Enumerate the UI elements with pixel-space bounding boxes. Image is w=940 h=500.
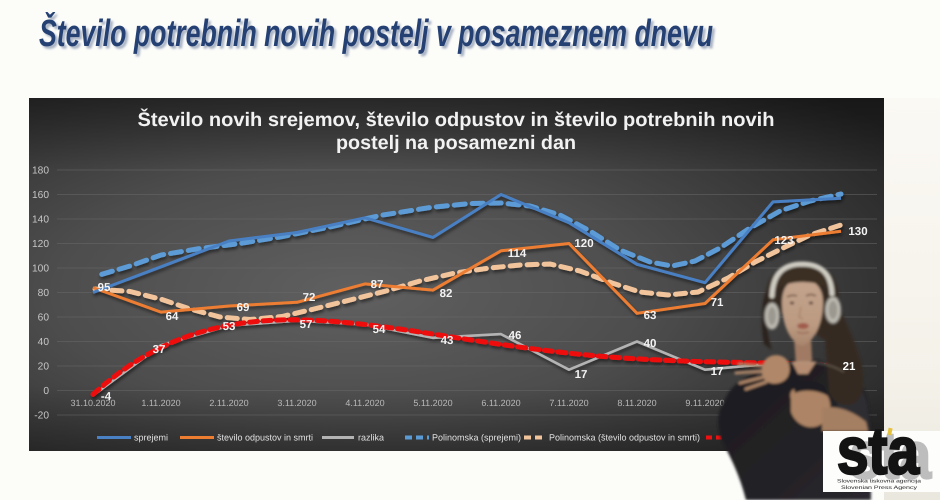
svg-text:63: 63	[644, 310, 657, 322]
svg-text:160: 160	[32, 190, 49, 201]
svg-text:64: 64	[166, 311, 179, 323]
svg-text:število odpustov in smrti: število odpustov in smrti	[217, 433, 313, 443]
svg-text:razlika: razlika	[358, 433, 384, 443]
svg-text:114: 114	[508, 248, 527, 260]
svg-text:1.11.2020: 1.11.2020	[141, 398, 180, 408]
svg-text:60: 60	[38, 313, 50, 324]
svg-text:120: 120	[574, 238, 593, 250]
svg-text:140: 140	[32, 215, 49, 226]
svg-text:57: 57	[300, 319, 313, 331]
svg-text:0: 0	[43, 386, 49, 397]
svg-text:17: 17	[711, 366, 724, 378]
svg-text:95: 95	[98, 282, 111, 294]
svg-text:37: 37	[153, 344, 166, 356]
svg-text:5.11.2020: 5.11.2020	[413, 398, 452, 408]
svg-text:9.11.2020: 9.11.2020	[685, 398, 724, 408]
svg-text:Slovenska tiskovna agencija: Slovenska tiskovna agencija	[837, 479, 921, 485]
svg-text:100: 100	[32, 264, 49, 275]
svg-text:21: 21	[843, 361, 856, 373]
svg-text:sprejemi: sprejemi	[134, 433, 168, 443]
svg-text:20: 20	[38, 362, 50, 373]
svg-text:31.10.2020: 31.10.2020	[70, 398, 115, 408]
svg-text:87: 87	[371, 279, 384, 291]
svg-text:123: 123	[774, 235, 793, 247]
svg-text:Slovenian Press Agency: Slovenian Press Agency	[841, 485, 918, 491]
svg-text:180: 180	[32, 166, 49, 177]
svg-text:17: 17	[575, 369, 588, 381]
svg-text:Število potrebnih novih postel: Število potrebnih novih postelj v posame…	[42, 14, 716, 58]
svg-text:3.11.2020: 3.11.2020	[277, 398, 316, 408]
svg-text:72: 72	[303, 292, 316, 304]
svg-text:-4: -4	[101, 391, 112, 403]
svg-text:Polinomska (sprejemi): Polinomska (sprejemi)	[432, 433, 521, 443]
svg-text:130: 130	[848, 226, 867, 238]
svg-text:6.11.2020: 6.11.2020	[481, 398, 520, 408]
svg-text:40: 40	[644, 338, 657, 350]
svg-text:71: 71	[711, 297, 724, 309]
svg-text:43: 43	[441, 335, 454, 347]
svg-text:Polinomska (število odpustov i: Polinomska (število odpustov in smrti)	[549, 433, 700, 443]
svg-text:54: 54	[373, 324, 386, 336]
svg-text:postelj na posamezni dan: postelj na posamezni dan	[336, 132, 576, 154]
svg-text:2.11.2020: 2.11.2020	[209, 398, 248, 408]
svg-text:8.11.2020: 8.11.2020	[617, 398, 656, 408]
svg-text:46: 46	[509, 330, 522, 342]
svg-text:120: 120	[32, 239, 49, 250]
svg-text:7.11.2020: 7.11.2020	[549, 398, 588, 408]
svg-text:40: 40	[38, 337, 50, 348]
svg-text:sta: sta	[837, 414, 920, 488]
svg-text:53: 53	[223, 321, 236, 333]
svg-text:Število novih srejemov, števil: Število novih srejemov, število odpustov…	[138, 108, 775, 131]
svg-text:-20: -20	[34, 411, 49, 422]
svg-text:69: 69	[237, 302, 250, 314]
svg-text:80: 80	[38, 288, 50, 299]
svg-text:4.11.2020: 4.11.2020	[345, 398, 384, 408]
svg-text:Število potrebnih novih postel: Število potrebnih novih postelj v posame…	[39, 11, 713, 55]
svg-text:82: 82	[440, 288, 453, 300]
